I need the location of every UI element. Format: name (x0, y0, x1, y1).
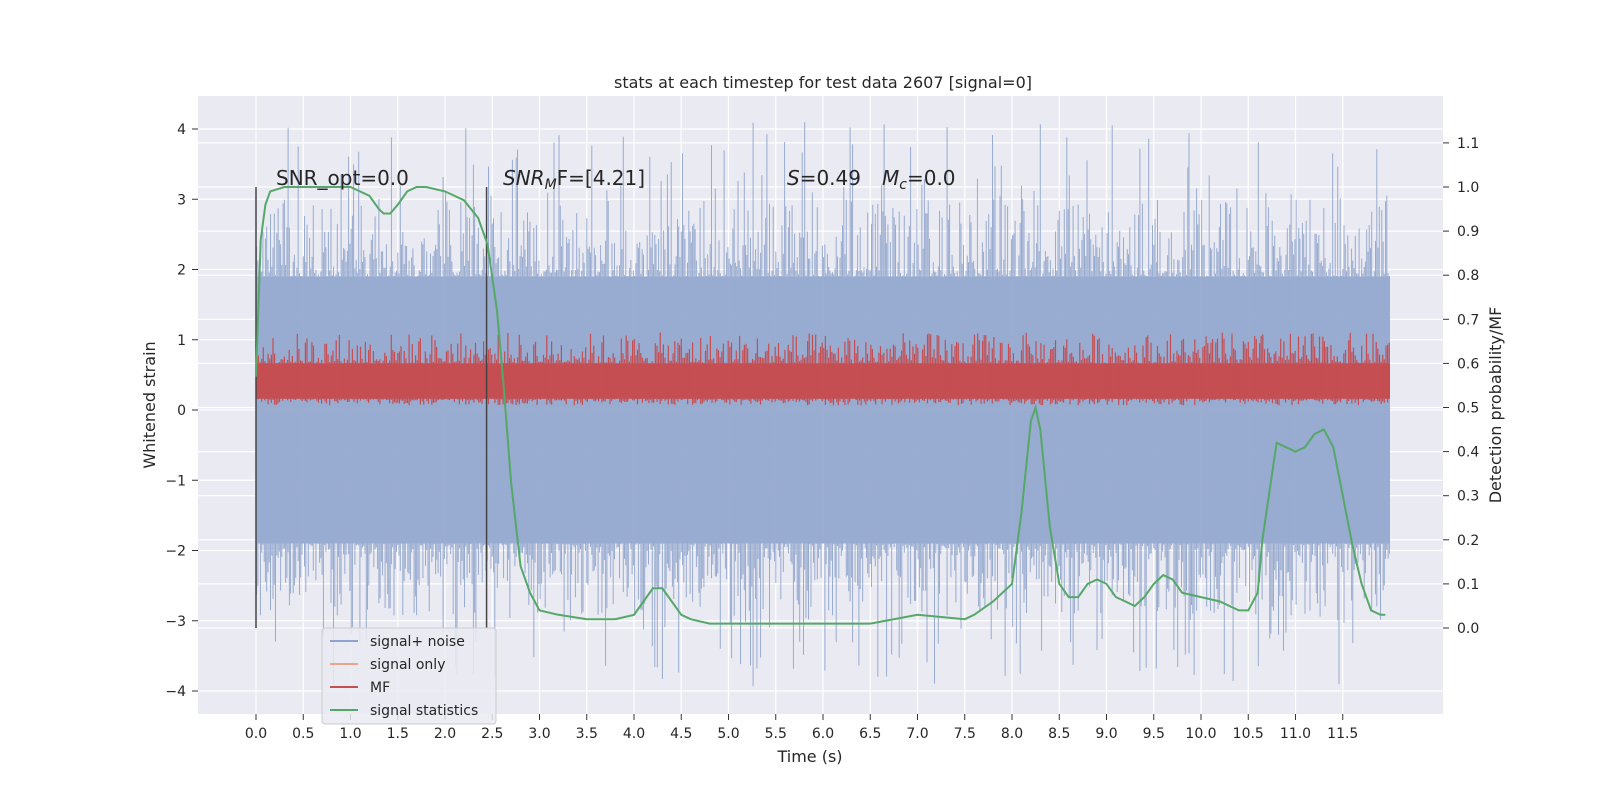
y-right-tick-label: 0.4 (1457, 445, 1479, 461)
legend-signal-statistics: signal statistics (370, 703, 478, 719)
y-right-tick-label: 1.1 (1457, 136, 1479, 152)
y-tick-label: 2 (177, 263, 186, 279)
y-tick-label: 1 (177, 333, 186, 349)
x-tick-label: 11.5 (1327, 726, 1358, 742)
noise-band (256, 276, 1390, 544)
legend-signal-only: signal only (370, 657, 445, 673)
legend-mf: MF (370, 680, 390, 696)
x-tick-label: 3.0 (528, 726, 550, 742)
mc-annotation: Mc=0.0 (882, 166, 956, 193)
snr-mf-rest: F=[4.21] (557, 166, 645, 190)
y-axis-label: Whitened strain (140, 341, 159, 468)
snr-mf-annotation: SNRMF=[4.21] (503, 166, 645, 193)
x-tick-label: 11.0 (1280, 726, 1311, 742)
x-tick-label: 9.0 (1095, 726, 1117, 742)
x-tick-label: 1.5 (387, 726, 409, 742)
y-tick-label: 0 (177, 403, 186, 419)
mf-series (256, 332, 1390, 406)
legend: signal+ noise signal only MF signal stat… (321, 627, 497, 725)
y-tick-label: 3 (177, 192, 186, 208)
y-right-tick-label: 0.8 (1457, 268, 1479, 284)
snr-opt-annotation: SNR_opt=0.0 (276, 166, 409, 190)
y-right-tick-label: 1.0 (1457, 180, 1479, 196)
signal-statistics-line (255, 186, 1386, 625)
x-tick-label: 4.5 (670, 726, 692, 742)
x-axis-label: Time (s) (776, 747, 842, 766)
x-tick-label: 0.5 (292, 726, 314, 742)
x-tick-label: 2.5 (481, 726, 503, 742)
x-tick-label: 3.5 (576, 726, 598, 742)
snr-mf-main: SNR (503, 166, 545, 190)
y-tick-label: −4 (165, 684, 186, 700)
y-right-axis-label: Detection probability/MF (1486, 307, 1505, 504)
y-tick-label: −1 (165, 473, 186, 489)
y-right-tick-label: 0.6 (1457, 356, 1479, 372)
y-ticks: 4 3 2 1 0 −1 −2 −3 −4 (165, 122, 198, 700)
x-tick-label: 7.0 (906, 726, 928, 742)
mf-band (256, 363, 1390, 399)
x-tick-label: 9.5 (1143, 726, 1165, 742)
s-main: S (787, 166, 800, 190)
x-tick-label: 0.0 (245, 726, 267, 742)
legend-box (321, 627, 497, 725)
x-tick-label: 10.5 (1233, 726, 1264, 742)
y-tick-label: 4 (177, 122, 186, 138)
x-tick-label: 1.0 (339, 726, 361, 742)
x-tick-label: 5.5 (765, 726, 787, 742)
y-right-tick-label: 0.3 (1457, 489, 1479, 505)
x-tick-label: 5.0 (717, 726, 739, 742)
x-tick-label: 8.0 (1001, 726, 1023, 742)
snr-mf-sub: M (545, 177, 557, 193)
x-tick-label: 7.5 (954, 726, 976, 742)
mc-sub: c (899, 177, 907, 193)
y-right-tick-label: 0.1 (1457, 577, 1479, 593)
x-tick-label: 2.0 (434, 726, 456, 742)
chart-title: stats at each timestep for test data 260… (614, 73, 1032, 92)
legend-signal-noise: signal+ noise (370, 634, 465, 650)
y-right-tick-label: 0.7 (1457, 312, 1479, 328)
y-tick-label: −3 (165, 614, 186, 630)
x-tick-label: 6.0 (812, 726, 834, 742)
y-right-tick-label: 0.9 (1457, 224, 1479, 240)
x-tick-label: 4.0 (623, 726, 645, 742)
y-right-tick-label: 0.2 (1457, 533, 1479, 549)
s-rest: =0.49 (800, 166, 861, 190)
y-tick-label: −2 (165, 544, 186, 560)
mc-main: M (882, 166, 899, 190)
mf-spikes (256, 332, 1390, 406)
x-tick-label: 10.0 (1185, 726, 1216, 742)
s-annotation: S=0.49 (787, 166, 861, 190)
x-tick-label: 6.5 (859, 726, 881, 742)
y-right-ticks: 1.1 1.0 0.9 0.8 0.7 0.6 0.5 0.4 0.3 0.2 0.1 0.0 (1443, 136, 1479, 637)
signal-noise-series (256, 122, 1390, 687)
y-right-tick-label: 0.0 (1457, 621, 1479, 637)
mc-rest: =0.0 (907, 166, 956, 190)
y-right-tick-label: 0.5 (1457, 401, 1479, 417)
x-ticks: 0.0 0.5 1.0 1.5 2.0 2.5 3.0 3.5 4.0 4.5 5.0 5.5 6.0 6… (245, 714, 1358, 742)
x-tick-label: 8.5 (1048, 726, 1070, 742)
marker-lines (255, 187, 488, 628)
